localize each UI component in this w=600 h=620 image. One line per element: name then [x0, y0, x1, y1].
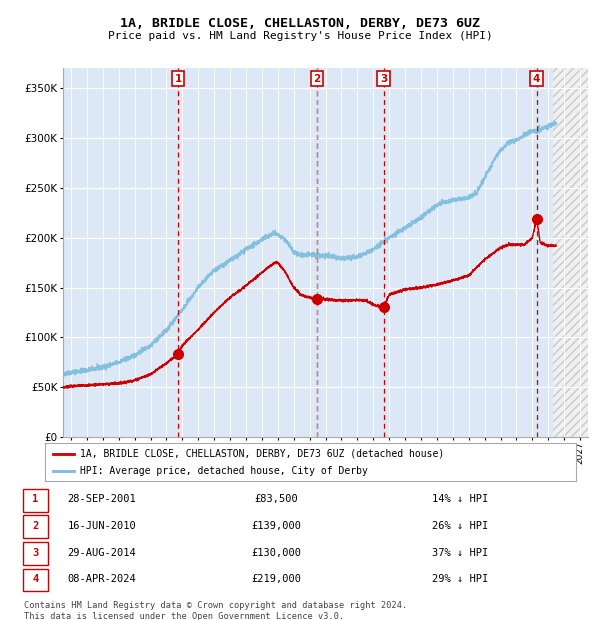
Bar [553, 68, 600, 437]
Text: Price paid vs. HM Land Registry's House Price Index (HPI): Price paid vs. HM Land Registry's House … [107, 31, 493, 41]
Text: 2: 2 [32, 521, 38, 531]
Text: 14% ↓ HPI: 14% ↓ HPI [432, 494, 488, 505]
Text: 28-SEP-2001: 28-SEP-2001 [68, 494, 136, 505]
Bar [553, 68, 600, 437]
Text: 3: 3 [32, 547, 38, 558]
Text: £219,000: £219,000 [251, 574, 301, 585]
Text: HPI: Average price, detached house, City of Derby: HPI: Average price, detached house, City… [80, 466, 367, 476]
Text: 08-APR-2024: 08-APR-2024 [68, 574, 136, 585]
Text: 1A, BRIDLE CLOSE, CHELLASTON, DERBY, DE73 6UZ (detached house): 1A, BRIDLE CLOSE, CHELLASTON, DERBY, DE7… [80, 449, 444, 459]
Text: £130,000: £130,000 [251, 547, 301, 558]
Text: 4: 4 [32, 574, 38, 585]
Text: 37% ↓ HPI: 37% ↓ HPI [432, 547, 488, 558]
Text: 16-JUN-2010: 16-JUN-2010 [68, 521, 136, 531]
Text: 29% ↓ HPI: 29% ↓ HPI [432, 574, 488, 585]
Text: 3: 3 [380, 74, 388, 84]
Text: £139,000: £139,000 [251, 521, 301, 531]
Text: 2: 2 [313, 74, 320, 84]
Text: 4: 4 [533, 74, 541, 84]
Text: £83,500: £83,500 [254, 494, 298, 505]
Text: 29-AUG-2014: 29-AUG-2014 [68, 547, 136, 558]
Text: 1: 1 [175, 74, 182, 84]
Text: 1A, BRIDLE CLOSE, CHELLASTON, DERBY, DE73 6UZ: 1A, BRIDLE CLOSE, CHELLASTON, DERBY, DE7… [120, 17, 480, 30]
Text: Contains HM Land Registry data © Crown copyright and database right 2024.
This d: Contains HM Land Registry data © Crown c… [24, 601, 407, 620]
Text: 1: 1 [32, 494, 38, 505]
Text: 26% ↓ HPI: 26% ↓ HPI [432, 521, 488, 531]
